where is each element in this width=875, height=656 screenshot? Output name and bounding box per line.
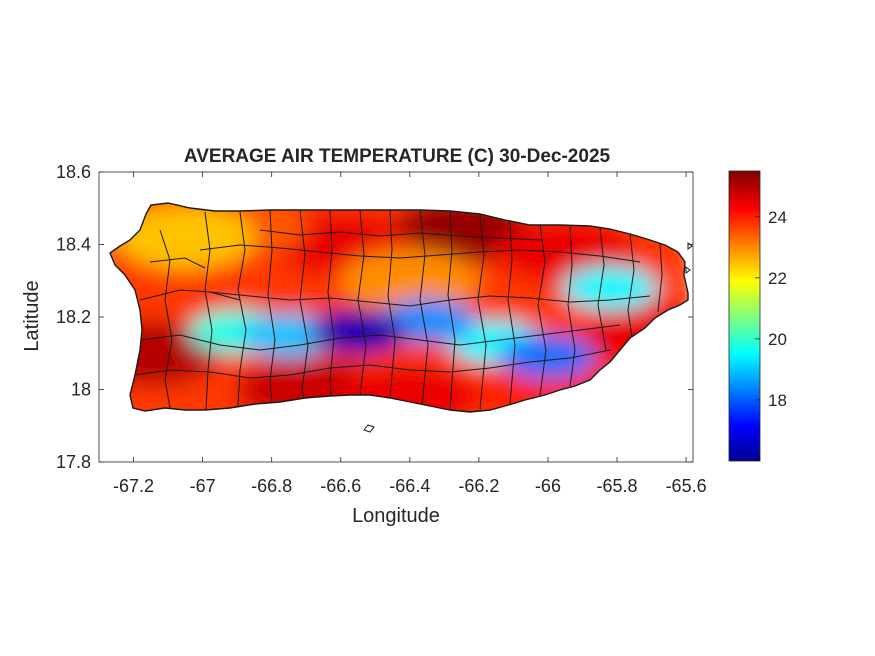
colorbar <box>728 170 761 462</box>
y-tick-label: 18.6 <box>56 162 91 182</box>
temperature-zone <box>339 364 480 412</box>
y-tick-label: 18 <box>71 380 91 400</box>
colorbar-tick-label: 18 <box>768 391 787 410</box>
x-axis-label: Longitude <box>352 505 440 527</box>
x-tick-label: -67 <box>190 476 216 496</box>
colorbar-tick-label: 24 <box>768 208 787 227</box>
x-tick-label: -66.2 <box>458 476 499 496</box>
temperature-zone <box>115 205 256 270</box>
y-axis-label: Latitude <box>21 280 43 351</box>
x-tick-label: -66 <box>535 476 561 496</box>
x-axis-ticks: -67.2 -67 -66.8 -66.6 -66.4 -66.2 -66 -65.8 -65.… <box>113 172 707 496</box>
y-tick-label: 17.8 <box>56 452 91 472</box>
colorbar-ticks: 18 20 22 24 <box>755 208 787 410</box>
chart-title: AVERAGE AIR TEMPERATURE (C) 30-Dec-2025 <box>184 146 611 167</box>
y-axis-ticks: 17.8 18 18.2 18.4 18.6 <box>56 162 693 472</box>
municipality-boundaries <box>134 209 663 411</box>
x-tick-label: -67.2 <box>113 476 154 496</box>
y-tick-label: 18.4 <box>56 235 91 255</box>
colorbar-tick-label: 22 <box>768 269 787 288</box>
x-tick-label: -65.6 <box>666 476 707 496</box>
x-tick-label: -66.4 <box>389 476 430 496</box>
temperature-zone <box>339 248 480 313</box>
y-tick-label: 18.2 <box>56 307 91 327</box>
x-tick-label: -65.8 <box>597 476 638 496</box>
temperature-zone <box>562 266 659 310</box>
colorbar-tick-label: 20 <box>768 330 787 349</box>
x-tick-label: -66.8 <box>251 476 292 496</box>
x-tick-label: -66.6 <box>320 476 361 496</box>
temperature-zone <box>499 334 596 379</box>
